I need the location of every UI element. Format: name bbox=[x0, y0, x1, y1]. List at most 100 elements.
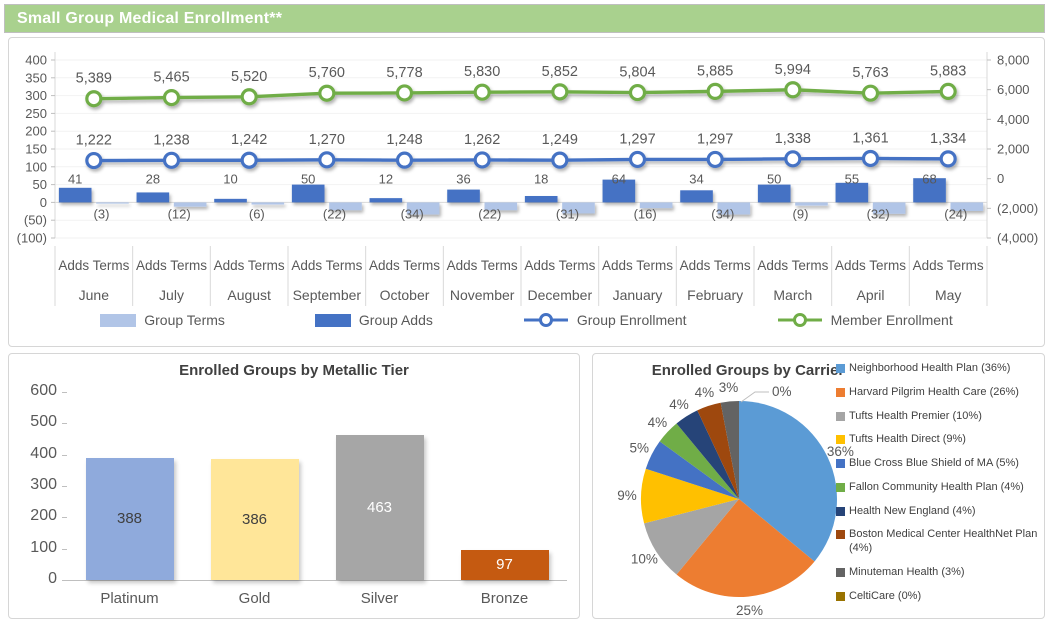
group-adds-bar bbox=[757, 184, 791, 203]
member-enrollment-label: 5,804 bbox=[619, 65, 655, 81]
group-terms-bar bbox=[717, 202, 751, 215]
tier-y-tickmark bbox=[62, 580, 67, 581]
pie-slice-tufts-health-direct bbox=[641, 468, 739, 524]
tier-bar-value: 388 bbox=[116, 510, 143, 527]
pie-label-minuteman-health: 3% bbox=[719, 380, 739, 395]
health-new-england-swatch bbox=[836, 506, 845, 516]
tier-y-tick: 200 bbox=[30, 507, 57, 525]
group-enrollment-label: 1,222 bbox=[76, 133, 112, 149]
adds-terms-sublabel: Adds Terms bbox=[835, 258, 906, 273]
group-adds-label: 12 bbox=[379, 171, 393, 186]
legend-label: Group Terms bbox=[144, 312, 225, 328]
adds-terms-sublabel: Adds Terms bbox=[524, 258, 595, 273]
right-axis-tick: 8,000 bbox=[997, 53, 1030, 68]
member-enrollment-point bbox=[318, 84, 336, 102]
month-label: July bbox=[159, 287, 184, 303]
tier-y-tick: 100 bbox=[30, 538, 57, 556]
legend-group-adds: Group Adds bbox=[314, 312, 433, 328]
tier-y-tickmark bbox=[62, 486, 67, 487]
tier-y-tick: 500 bbox=[30, 413, 57, 431]
right-axis-tick: 4,000 bbox=[997, 112, 1030, 127]
tier-x-axis-line bbox=[65, 580, 567, 581]
dashboard-title: Small Group Medical Enrollment** bbox=[17, 9, 283, 27]
dashboard-title-banner: Small Group Medical Enrollment** bbox=[4, 4, 1045, 33]
left-axis-tick: 250 bbox=[25, 106, 47, 121]
month-label: January bbox=[613, 287, 663, 303]
member-enrollment-label: 5,520 bbox=[231, 69, 267, 85]
carrier-legend-label: Neighborhood Health Plan (36%) bbox=[849, 362, 1011, 374]
group-adds-bar bbox=[214, 198, 247, 203]
carrier-legend-fallon-community-health-plan: Fallon Community Health Plan (4%) bbox=[836, 481, 1040, 495]
month-label: August bbox=[227, 287, 271, 303]
left-axis-tick: (100) bbox=[17, 231, 47, 246]
pie-label-celticare: 0% bbox=[772, 384, 792, 399]
group-adds-bar bbox=[447, 189, 480, 203]
tier-y-tickmark bbox=[62, 423, 67, 425]
legend-label: Member Enrollment bbox=[830, 312, 953, 328]
tier-category-label: Platinum bbox=[100, 590, 159, 607]
right-axis-tick: (4,000) bbox=[997, 231, 1038, 246]
group-terms-bar bbox=[406, 202, 440, 215]
pie-label-neighborhood-health-plan: 36% bbox=[827, 444, 854, 459]
adds-terms-sublabel: Adds Terms bbox=[58, 258, 129, 273]
metallic-tier-bar-chart: 600 500 400 300 200 100 0 388 Platinum 386 Gold 463… bbox=[17, 382, 573, 616]
tier-category-label: Gold bbox=[238, 590, 271, 607]
carrier-legend-label: Tufts Health Premier (10%) bbox=[849, 409, 982, 422]
carrier-legend-blue-cross-blue-shield-of-ma: Blue Cross Blue Shield of MA (5%) bbox=[836, 457, 1040, 471]
carrier-legend-harvard-pilgrim-health-care: Harvard Pilgrim Health Care (26%) bbox=[836, 386, 1040, 400]
adds-terms-sublabel: Adds Terms bbox=[369, 258, 440, 273]
neighborhood-health-plan-swatch bbox=[836, 364, 845, 373]
group-terms-label: (34) bbox=[711, 206, 734, 221]
adds-terms-sublabel: Adds Terms bbox=[291, 258, 362, 273]
member-enrollment-point bbox=[162, 89, 181, 107]
group-terms-bar bbox=[795, 202, 828, 206]
group-terms-label: (31) bbox=[556, 206, 579, 221]
harvard-pilgrim-health-care-swatch bbox=[836, 387, 845, 397]
group-enrollment-label: 1,334 bbox=[930, 131, 966, 147]
enrollment-combo-chart: 400350300250200150100500(50)(100)8,0006,… bbox=[17, 52, 1038, 306]
group-terms-bar bbox=[484, 202, 518, 211]
group-enrollment-line bbox=[93, 156, 949, 163]
pie-label-blue-cross-blue-shield-of-ma: 5% bbox=[629, 441, 649, 456]
member-enrollment-point bbox=[551, 83, 569, 101]
left-axis-tick: 0 bbox=[40, 195, 47, 210]
pie-slice-neighborhood-health-plan bbox=[739, 401, 837, 562]
tier-bar-value: 463 bbox=[366, 498, 393, 516]
member-enrollment-point bbox=[939, 82, 957, 101]
member-enrollment-line bbox=[93, 88, 949, 101]
member-enrollment-label: 5,778 bbox=[386, 65, 422, 81]
month-label: October bbox=[380, 287, 430, 303]
carrier-legend-celticare: CeltiCare (0%) bbox=[836, 590, 1040, 604]
tier-y-tickmark bbox=[62, 454, 67, 456]
group-adds-bar bbox=[524, 195, 558, 203]
group-adds-label: 28 bbox=[146, 171, 160, 186]
group-adds-label: 55 bbox=[845, 171, 859, 186]
month-label: November bbox=[450, 287, 515, 303]
tier-category-label: Bronze bbox=[480, 590, 529, 607]
group-terms-label: (32) bbox=[867, 206, 890, 221]
carrier-legend-tufts-health-premier: Tufts Health Premier (10%) bbox=[836, 410, 1040, 424]
group-enrollment-label: 1,249 bbox=[542, 132, 578, 148]
pie-label-boston-medical-center-healthnet-plan: 4% bbox=[695, 385, 715, 400]
enrollment-chart-panel: 400 350 300 250 200 150 100 50 0 (50) (100) 8,000 6,… bbox=[8, 37, 1045, 347]
carrier-legend-minuteman-health: Minuteman Health (3%) bbox=[836, 566, 1040, 580]
legend-member-enrollment: Member Enrollment bbox=[777, 312, 953, 328]
group-adds-bar bbox=[913, 178, 946, 203]
group-adds-bar bbox=[602, 179, 636, 203]
group-enrollment-point bbox=[473, 151, 491, 169]
group-enrollment-point bbox=[162, 151, 181, 169]
month-label: February bbox=[687, 287, 743, 303]
group-enrollment-label: 1,242 bbox=[231, 132, 267, 148]
tier-bar-bronze bbox=[460, 550, 549, 580]
carrier-legend-label: Tufts Health Direct (9%) bbox=[849, 433, 966, 446]
pie-label-health-new-england: 4% bbox=[669, 397, 689, 412]
group-terms-bar bbox=[950, 202, 984, 211]
group-adds-label: 36 bbox=[456, 171, 470, 186]
carrier-legend-label: Boston Medical Center HealthNet Plan (4%… bbox=[849, 528, 1038, 554]
carrier-legend-neighborhood-health-plan: Neighborhood Health Plan (36%) bbox=[836, 362, 1040, 376]
member-enrollment-point bbox=[473, 83, 491, 101]
group-adds-bar bbox=[369, 198, 403, 203]
month-label: May bbox=[935, 287, 961, 303]
member-enrollment-label: 5,465 bbox=[153, 70, 189, 86]
group-terms-bar bbox=[872, 202, 906, 214]
